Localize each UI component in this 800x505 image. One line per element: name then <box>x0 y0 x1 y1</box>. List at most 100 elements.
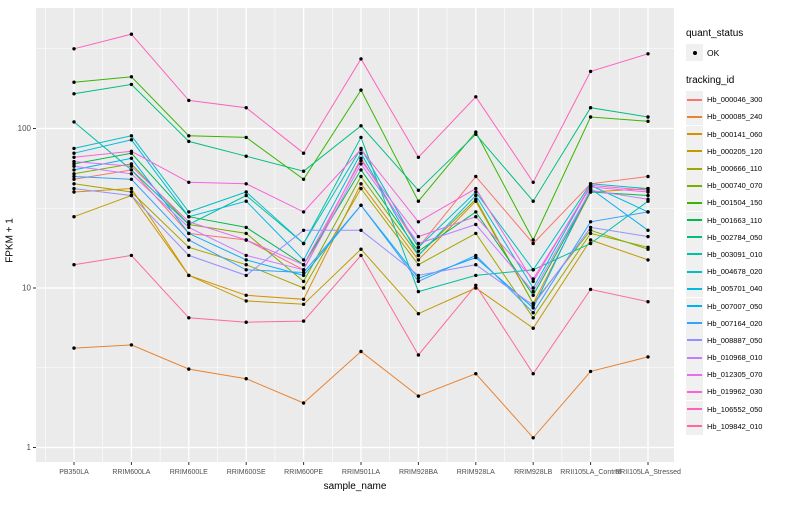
data-point <box>187 210 191 214</box>
data-point <box>531 241 535 246</box>
legend-item-Hb_012305_070: Hb_012305_070 <box>686 366 798 384</box>
data-point <box>416 245 421 249</box>
data-point <box>301 273 306 278</box>
data-point <box>359 151 363 155</box>
data-point <box>359 186 363 191</box>
data-point <box>129 186 134 191</box>
data-point <box>359 174 363 179</box>
legend-item-label: Hb_001663_110 <box>707 215 762 225</box>
data-point <box>416 263 421 267</box>
legend-item-label: Hb_005701_040 <box>707 284 763 294</box>
legend-item-Hb_001663_110: Hb_001663_110 <box>686 211 798 229</box>
data-point <box>531 293 535 297</box>
data-point <box>72 47 76 51</box>
data-point <box>359 147 363 152</box>
data-point <box>244 238 248 242</box>
data-point <box>187 220 191 224</box>
data-point <box>416 155 421 159</box>
legend-item-label: Hb_000046_300 <box>707 95 763 105</box>
data-point <box>474 186 478 191</box>
plot-panel <box>36 8 674 462</box>
legend-item-Hb_008887_050: Hb_008887_050 <box>686 331 798 349</box>
legend-item-Hb_007007_050: Hb_007007_050 <box>686 297 798 315</box>
data-point <box>72 186 76 191</box>
data-point <box>646 52 650 56</box>
line-swatch-icon <box>686 383 703 401</box>
legend-item-label: Hb_008887_050 <box>707 335 763 345</box>
data-point <box>531 326 535 330</box>
data-point <box>187 245 191 249</box>
data-point <box>646 115 650 119</box>
x-tick-label: RRIM928LB <box>514 469 552 476</box>
data-point <box>187 225 191 230</box>
data-point <box>187 215 191 219</box>
data-point <box>129 75 134 79</box>
data-point <box>129 82 134 87</box>
data-point <box>129 172 134 176</box>
x-tick-label: RRIM928BA <box>399 469 438 476</box>
data-point <box>129 177 134 181</box>
data-point <box>129 190 134 194</box>
line-swatch-icon <box>686 331 703 349</box>
legend-item-Hb_000205_120: Hb_000205_120 <box>686 142 798 160</box>
data-point <box>301 177 306 181</box>
data-point <box>359 168 363 172</box>
data-point <box>588 220 593 224</box>
data-point <box>531 311 535 315</box>
data-point <box>588 241 593 246</box>
line-swatch-icon <box>686 228 703 246</box>
line-swatch-icon <box>686 194 703 212</box>
x-axis-title: sample_name <box>323 481 387 492</box>
data-point <box>646 197 650 201</box>
legend-item-label: Hb_001504_150 <box>707 198 763 208</box>
data-point <box>416 220 421 224</box>
legend-item-label: Hb_000085_240 <box>707 112 763 122</box>
y-axis-title: FPKM + 1 <box>4 218 16 263</box>
legend-item-label: Hb_109842_010 <box>707 421 763 431</box>
data-point <box>588 287 593 292</box>
data-point <box>416 253 421 258</box>
data-point <box>646 355 650 359</box>
data-point <box>359 203 363 207</box>
line-swatch-icon <box>686 108 703 126</box>
data-point <box>72 346 76 350</box>
legend-item-Hb_007164_020: Hb_007164_020 <box>686 314 798 332</box>
data-point <box>129 164 134 168</box>
data-point <box>301 319 306 323</box>
y-tick-label: 10 <box>22 284 31 293</box>
data-point <box>474 222 478 227</box>
data-point <box>588 238 593 242</box>
x-tick-label: PB350LA <box>59 469 89 476</box>
legend-item-label: Hb_106552_050 <box>707 404 763 414</box>
data-point <box>646 258 650 262</box>
legend-title-tracking-id: tracking_id <box>686 75 735 87</box>
data-point <box>129 138 134 142</box>
data-point <box>531 279 535 284</box>
axis-ticks <box>33 128 649 465</box>
data-point <box>474 190 478 194</box>
data-point <box>416 249 421 253</box>
legend-item-Hb_000666_110: Hb_000666_110 <box>686 160 798 178</box>
legend-item-Hb_109842_010: Hb_109842_010 <box>686 417 798 435</box>
data-point <box>129 168 134 172</box>
legend-item-Hb_000740_070: Hb_000740_070 <box>686 177 798 195</box>
data-point <box>244 268 248 272</box>
line-swatch-icon <box>686 245 703 263</box>
line-swatch-icon <box>686 177 703 195</box>
data-point <box>474 197 478 201</box>
data-point <box>301 401 306 405</box>
data-point <box>359 158 363 163</box>
legend-item-label: Hb_000740_070 <box>707 181 763 191</box>
data-point <box>359 349 363 354</box>
data-point <box>72 215 76 219</box>
data-point <box>531 238 535 242</box>
data-point <box>244 199 248 203</box>
legend-item-label: Hb_004678_020 <box>707 267 763 277</box>
data-point <box>301 297 306 301</box>
data-point <box>474 215 478 219</box>
data-point <box>531 316 535 320</box>
line-swatch-icon <box>686 160 703 178</box>
x-tick-label: RRII105LA_Stressed <box>615 469 681 476</box>
